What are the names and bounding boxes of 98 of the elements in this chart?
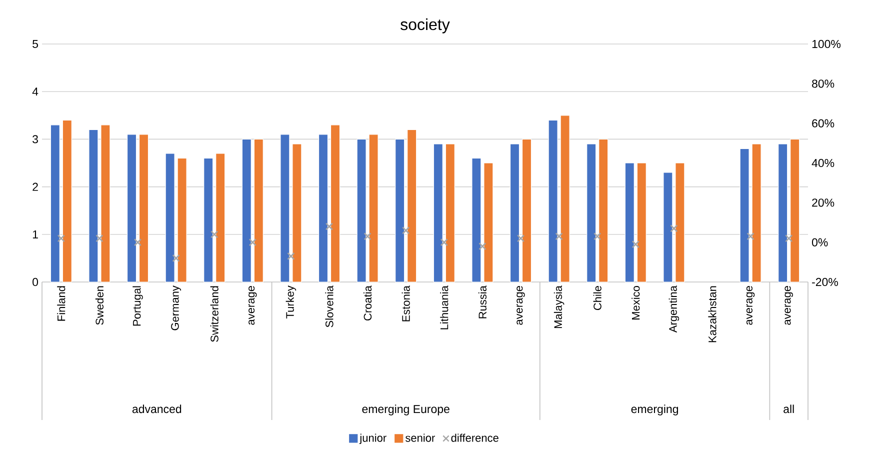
x-tick-label: average — [784, 286, 793, 325]
x-tick-label: Malaysia — [554, 286, 564, 328]
text: advanced — [132, 404, 182, 414]
bar — [395, 138, 405, 282]
point — [516, 234, 525, 242]
point — [96, 234, 104, 242]
point — [172, 254, 180, 262]
y-tick-label: 3 — [32, 135, 38, 144]
bar — [280, 134, 290, 282]
bar — [752, 144, 762, 282]
x-tick-label: Finland — [57, 286, 66, 321]
point — [440, 238, 448, 246]
legend-label: junior — [359, 434, 386, 444]
bar — [330, 124, 340, 282]
point — [785, 234, 793, 242]
x-tick-label: Lithuania — [440, 286, 448, 330]
bar — [586, 144, 596, 282]
bar — [472, 158, 482, 282]
y-tick-label: 4 — [32, 88, 38, 96]
bar — [636, 162, 646, 282]
bar — [138, 134, 149, 282]
bar — [126, 134, 137, 282]
point — [210, 230, 218, 238]
bar — [510, 144, 520, 282]
bar — [88, 129, 98, 282]
x-tick-label: Switzerland — [210, 286, 218, 342]
bar — [356, 138, 366, 282]
bar — [675, 162, 685, 282]
point — [364, 232, 372, 240]
bar — [560, 115, 570, 282]
bar — [318, 134, 328, 282]
point — [632, 240, 640, 248]
bar — [242, 138, 252, 282]
x-tick-label: average — [248, 286, 257, 325]
bar — [663, 172, 673, 282]
y2-tick-label: 80% — [812, 80, 834, 88]
x-tick-label: average — [746, 286, 755, 325]
bar — [177, 158, 187, 282]
bar — [407, 129, 417, 282]
x-tick-label: Slovenia — [325, 286, 334, 328]
point — [594, 232, 602, 240]
x-tick-label: Germany — [171, 286, 182, 330]
y-tick-label: 1 — [32, 230, 38, 238]
y-tick-label: 5 — [32, 40, 38, 48]
bar — [778, 144, 788, 282]
bar — [254, 138, 264, 282]
point — [478, 242, 486, 250]
y2-tick-label: 100% — [812, 40, 841, 48]
x-tick-label: Estonia — [402, 286, 410, 322]
x-tick-label: Mexico — [632, 286, 640, 320]
point — [287, 252, 295, 260]
text: emerging Europe — [362, 404, 450, 416]
bar — [522, 138, 532, 282]
bar — [484, 162, 494, 282]
bar — [598, 138, 608, 282]
legend-label: difference — [451, 434, 498, 442]
y2-tick-label: -20% — [812, 278, 838, 286]
y-tick-label: 0 — [32, 278, 38, 286]
bar — [292, 144, 302, 282]
point — [746, 232, 754, 240]
bar — [216, 153, 226, 282]
text: all — [784, 404, 794, 414]
bar — [62, 120, 72, 282]
bar — [548, 120, 558, 282]
y2-tick-label: 20% — [812, 198, 834, 207]
point — [670, 224, 678, 232]
x-tick-label: Turkey — [286, 286, 296, 318]
legend-label: senior — [406, 434, 435, 442]
x-tick-label: Russia — [478, 286, 486, 318]
chart-title: society — [400, 18, 450, 34]
x-tick-label: Chile — [593, 286, 602, 310]
point — [134, 238, 142, 246]
bar — [433, 144, 443, 282]
point — [248, 238, 256, 246]
bar — [624, 162, 634, 282]
bar — [790, 138, 800, 282]
x-tick-label: Croatia — [364, 286, 372, 320]
bar — [740, 148, 750, 282]
y-tick-label: 2 — [32, 182, 38, 191]
text: emerging — [631, 404, 678, 416]
x-tick-label: Argentina — [668, 286, 680, 333]
y2-tick-label: 40% — [812, 158, 834, 168]
bar — [445, 144, 455, 282]
bar — [50, 124, 60, 282]
point — [555, 232, 563, 240]
bar — [368, 134, 378, 282]
point — [402, 226, 410, 234]
x-tick-label: Portugal — [132, 286, 143, 326]
bar — [100, 124, 110, 282]
x-tick-label: average — [516, 286, 525, 325]
x-tick-label: Sweden — [95, 286, 104, 325]
y2-tick-label: 0% — [812, 238, 828, 246]
y2-tick-label: 60% — [812, 119, 834, 128]
bar — [204, 158, 214, 282]
x-tick-label: Kazakhstan — [708, 286, 716, 342]
bar — [165, 153, 175, 282]
point — [325, 222, 334, 230]
point — [57, 234, 65, 242]
